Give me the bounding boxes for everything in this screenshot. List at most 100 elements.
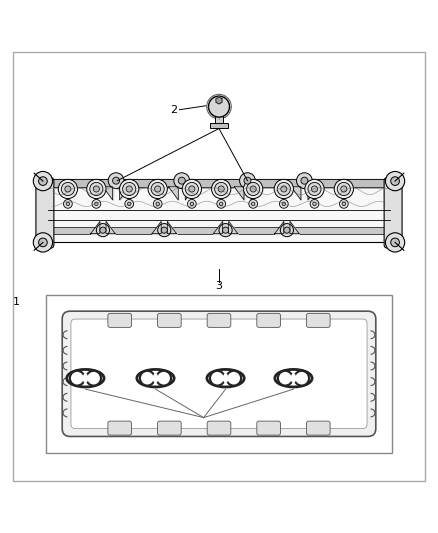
Circle shape (310, 199, 319, 208)
Text: 3: 3 (215, 281, 223, 291)
Bar (210, 123, 228, 128)
Circle shape (311, 186, 318, 192)
Circle shape (96, 223, 110, 237)
Ellipse shape (83, 374, 88, 383)
FancyBboxPatch shape (71, 319, 367, 429)
Circle shape (108, 173, 124, 189)
Text: 1: 1 (13, 296, 20, 306)
Circle shape (33, 172, 53, 191)
Circle shape (148, 179, 167, 199)
FancyBboxPatch shape (36, 177, 54, 248)
Circle shape (250, 186, 256, 192)
Circle shape (244, 177, 251, 184)
Polygon shape (167, 221, 177, 233)
Polygon shape (308, 187, 318, 200)
Circle shape (215, 182, 228, 196)
Polygon shape (103, 187, 113, 200)
Circle shape (281, 186, 287, 192)
Bar (46, 295, 392, 453)
Circle shape (64, 199, 72, 208)
Ellipse shape (275, 369, 312, 387)
Polygon shape (291, 187, 301, 200)
Circle shape (341, 186, 347, 192)
FancyBboxPatch shape (384, 177, 402, 248)
Circle shape (391, 177, 399, 185)
Circle shape (210, 371, 225, 385)
Circle shape (313, 202, 316, 206)
Polygon shape (91, 221, 100, 233)
Text: 4: 4 (200, 417, 207, 427)
Circle shape (277, 182, 290, 196)
FancyBboxPatch shape (158, 421, 181, 435)
Circle shape (274, 179, 293, 199)
Bar (46, 227, 392, 233)
Circle shape (58, 179, 78, 199)
Polygon shape (185, 187, 195, 200)
Circle shape (66, 202, 70, 206)
Ellipse shape (137, 369, 174, 387)
FancyBboxPatch shape (108, 421, 131, 435)
Ellipse shape (153, 374, 158, 383)
Polygon shape (169, 187, 178, 200)
Circle shape (39, 177, 47, 185)
Ellipse shape (207, 369, 244, 387)
Polygon shape (213, 221, 223, 233)
Circle shape (282, 202, 286, 206)
Circle shape (178, 177, 185, 184)
Circle shape (208, 96, 230, 117)
Circle shape (223, 227, 229, 233)
Circle shape (294, 371, 309, 385)
Circle shape (308, 182, 321, 196)
Circle shape (226, 371, 241, 385)
Circle shape (385, 172, 405, 191)
Polygon shape (120, 187, 129, 200)
Circle shape (70, 371, 85, 385)
Circle shape (251, 202, 255, 206)
Circle shape (151, 182, 164, 196)
Circle shape (158, 223, 171, 237)
Polygon shape (152, 221, 161, 233)
Polygon shape (229, 221, 238, 233)
Bar (215, 110, 223, 125)
FancyBboxPatch shape (307, 313, 330, 327)
Circle shape (212, 179, 231, 199)
Circle shape (339, 199, 348, 208)
Circle shape (334, 179, 353, 199)
FancyBboxPatch shape (257, 313, 280, 327)
Circle shape (100, 227, 106, 233)
Circle shape (174, 173, 190, 189)
Circle shape (113, 177, 120, 184)
Circle shape (278, 371, 293, 385)
FancyBboxPatch shape (207, 421, 231, 435)
Circle shape (153, 199, 162, 208)
Circle shape (123, 182, 136, 196)
Circle shape (217, 199, 226, 208)
Ellipse shape (291, 374, 296, 383)
Circle shape (95, 202, 98, 206)
Circle shape (279, 199, 288, 208)
Ellipse shape (223, 374, 228, 383)
Circle shape (127, 202, 131, 206)
FancyBboxPatch shape (62, 311, 376, 437)
Polygon shape (106, 221, 115, 233)
Circle shape (391, 238, 399, 247)
Text: 2: 2 (170, 104, 177, 115)
Polygon shape (275, 221, 284, 233)
Polygon shape (216, 97, 222, 104)
Circle shape (385, 233, 405, 252)
Polygon shape (290, 221, 299, 233)
Circle shape (297, 173, 312, 189)
Circle shape (247, 182, 260, 196)
Circle shape (39, 238, 47, 247)
Circle shape (182, 179, 201, 199)
Circle shape (337, 182, 350, 196)
Circle shape (120, 179, 139, 199)
FancyBboxPatch shape (257, 421, 280, 435)
Circle shape (65, 186, 71, 192)
Circle shape (240, 173, 255, 189)
Circle shape (218, 186, 224, 192)
Circle shape (125, 199, 134, 208)
Circle shape (90, 182, 103, 196)
Circle shape (156, 202, 159, 206)
Circle shape (280, 223, 293, 237)
